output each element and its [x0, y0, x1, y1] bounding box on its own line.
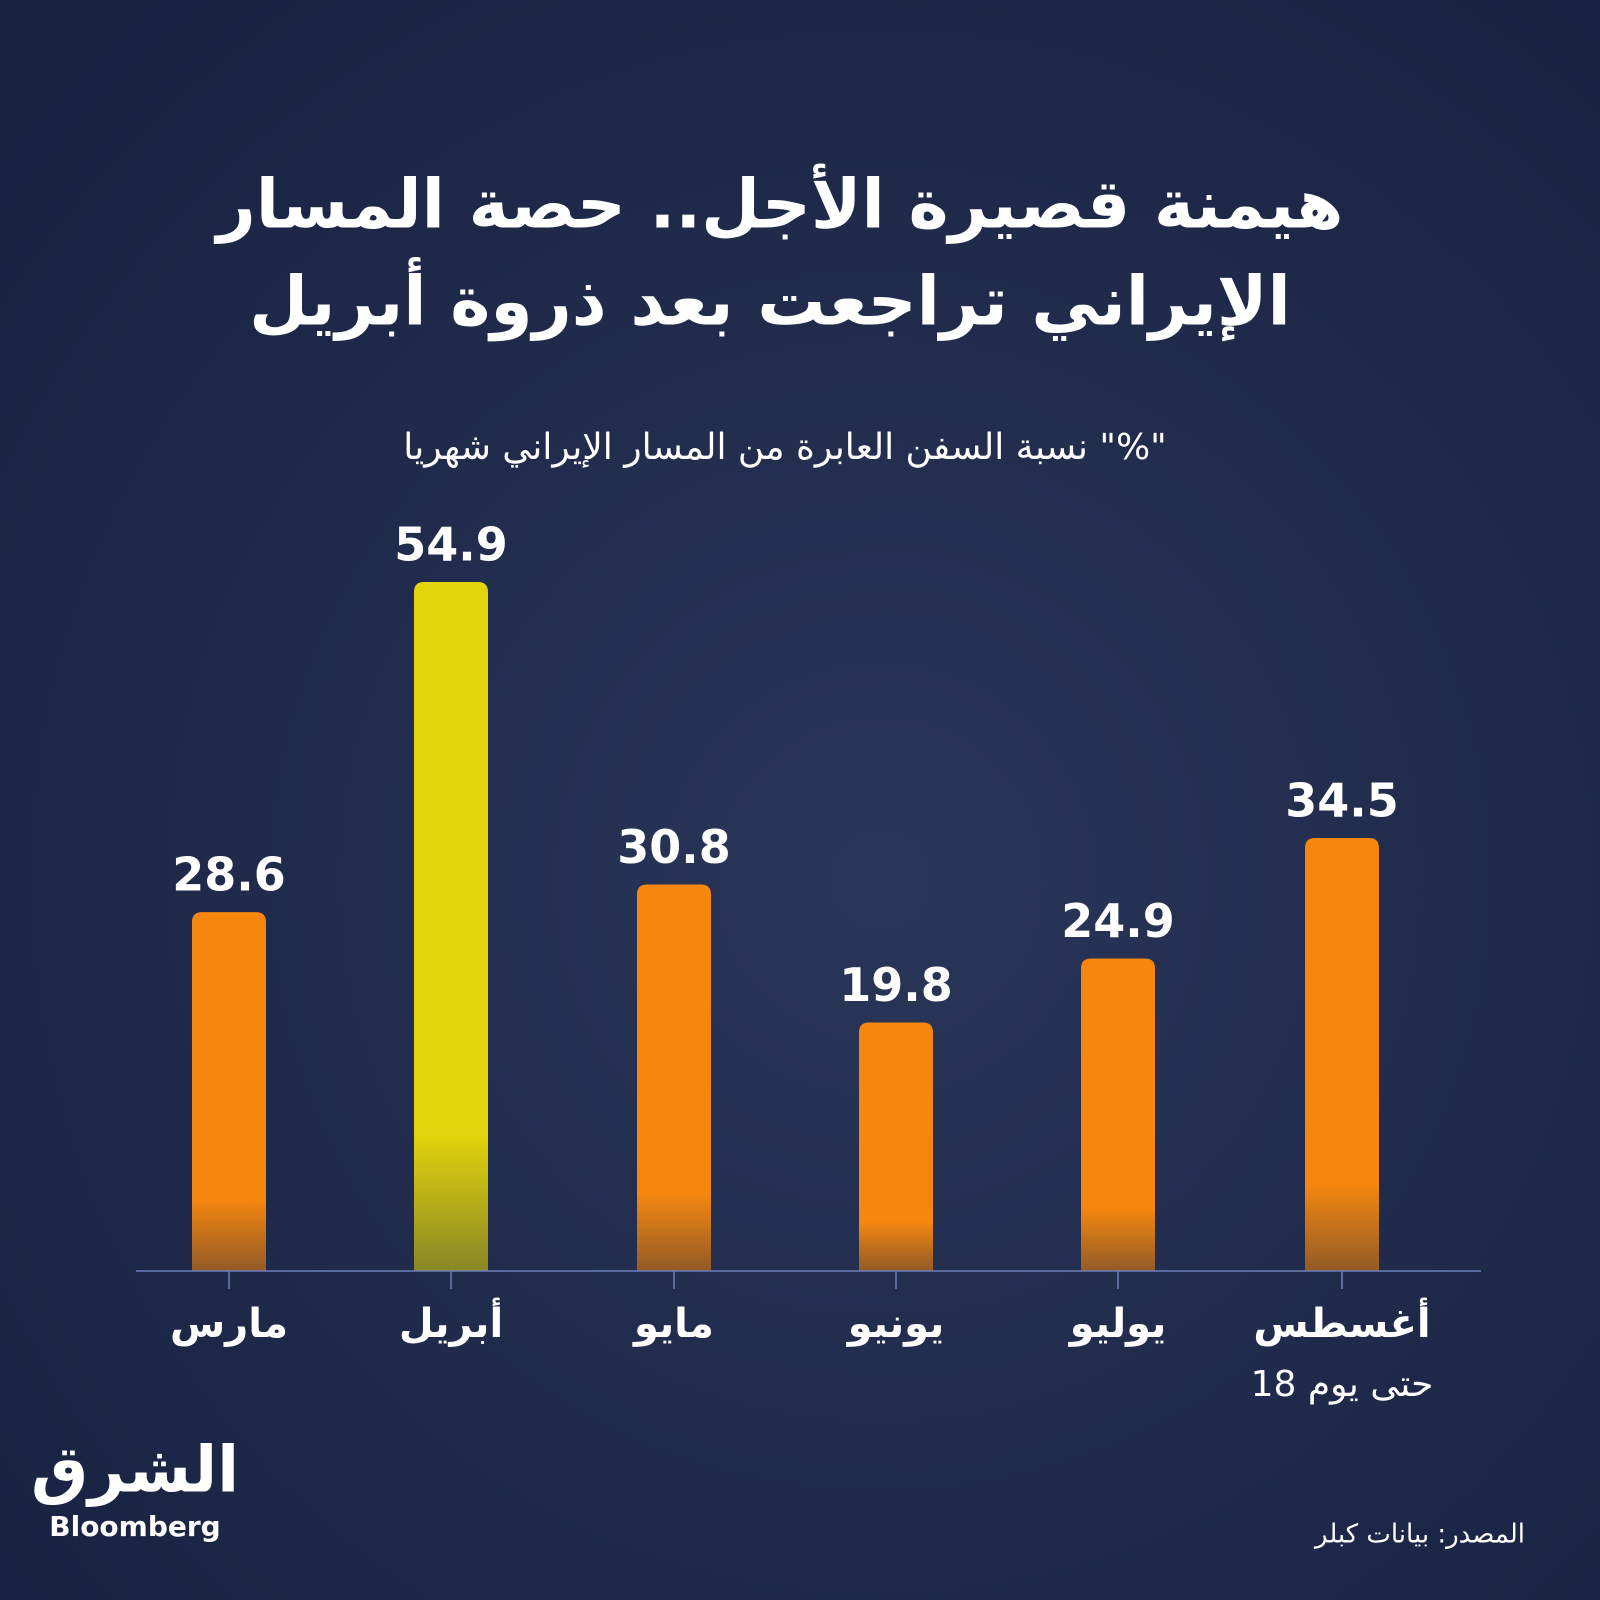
value-label: 30.8 — [617, 820, 731, 874]
value-label: 54.9 — [394, 518, 508, 572]
logo-arabic: الشرق — [31, 1434, 239, 1508]
x-tick-label: مارس — [170, 1301, 288, 1347]
x-tick-label: يونيو — [846, 1301, 945, 1347]
value-label: 34.5 — [1285, 774, 1399, 828]
x-tick-label: مايو — [632, 1301, 714, 1347]
value-label: 28.6 — [172, 848, 286, 902]
value-label: 24.9 — [1061, 894, 1175, 948]
bar-shade — [859, 1022, 933, 1271]
x-tick-label: يوليو — [1068, 1301, 1167, 1347]
x-tick-note: حتى يوم 18 — [1251, 1364, 1434, 1405]
bar-shade — [414, 582, 488, 1271]
bar-shade — [1081, 958, 1155, 1271]
source: المصدر: بيانات كبلر — [1313, 1520, 1525, 1550]
bar-shade — [192, 912, 266, 1271]
chart-subtitle: نسبة السفن العابرة من المسار الإيراني شه… — [403, 427, 1166, 468]
chart-title: هيمنة قصيرة الأجل.. حصة المسار — [214, 163, 1344, 245]
chart-title: الإيراني تراجعت بعد ذروة أبريل — [249, 257, 1291, 342]
value-label: 19.8 — [839, 958, 953, 1012]
bar-shade — [1305, 838, 1379, 1271]
logo-latin: Bloomberg — [49, 1510, 220, 1543]
bar-shade — [637, 884, 711, 1271]
x-tick-label: أبريل — [399, 1297, 503, 1347]
x-tick-label: أغسطس — [1253, 1297, 1430, 1347]
